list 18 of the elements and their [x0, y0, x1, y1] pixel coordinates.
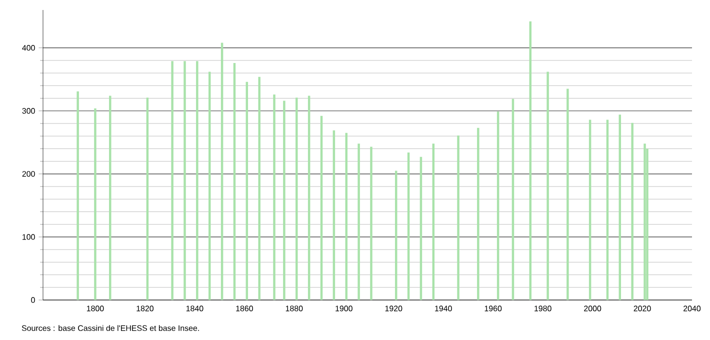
bar: [109, 96, 112, 300]
bar: [546, 72, 549, 300]
bar: [76, 91, 79, 300]
bar: [184, 61, 186, 300]
bar: [358, 144, 360, 300]
bar: [196, 61, 198, 300]
bar: [631, 122, 634, 300]
bar: [566, 88, 569, 300]
bar: [258, 76, 260, 300]
bar: [644, 144, 646, 300]
bar: [273, 94, 276, 300]
bar: [171, 61, 174, 300]
bar: [370, 146, 372, 300]
bar: [296, 98, 298, 300]
bar: [457, 135, 460, 300]
bar: [283, 100, 286, 300]
bar: [94, 108, 96, 300]
bar: [477, 128, 480, 300]
